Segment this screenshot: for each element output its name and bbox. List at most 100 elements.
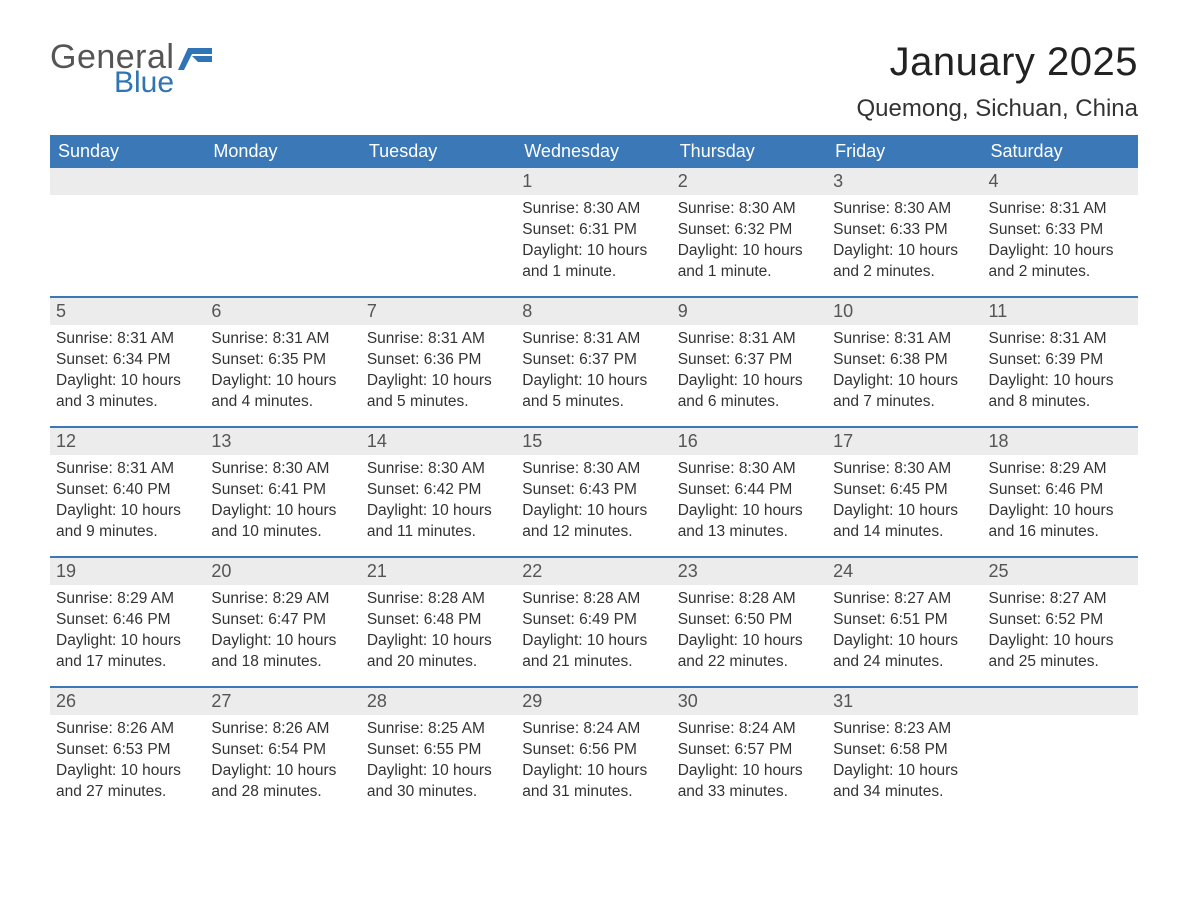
day-number: 16 <box>672 428 827 455</box>
day-cell: 31Sunrise: 8:23 AMSunset: 6:58 PMDayligh… <box>827 688 982 816</box>
day-cell: 24Sunrise: 8:27 AMSunset: 6:51 PMDayligh… <box>827 558 982 686</box>
day-cell: 6Sunrise: 8:31 AMSunset: 6:35 PMDaylight… <box>205 298 360 426</box>
day-dl2: and 21 minutes. <box>522 652 665 673</box>
day-body: Sunrise: 8:31 AMSunset: 6:38 PMDaylight:… <box>827 325 982 421</box>
day-body <box>983 715 1138 727</box>
day-dl2: and 7 minutes. <box>833 392 976 413</box>
day-body: Sunrise: 8:31 AMSunset: 6:37 PMDaylight:… <box>672 325 827 421</box>
logo: General Blue <box>50 40 212 98</box>
day-sunrise: Sunrise: 8:27 AM <box>833 589 976 610</box>
day-dl2: and 12 minutes. <box>522 522 665 543</box>
day-sunset: Sunset: 6:40 PM <box>56 480 199 501</box>
month-title: January 2025 <box>856 40 1138 85</box>
day-number: 15 <box>516 428 671 455</box>
day-body: Sunrise: 8:29 AMSunset: 6:47 PMDaylight:… <box>205 585 360 681</box>
day-number: 1 <box>516 168 671 195</box>
day-body: Sunrise: 8:31 AMSunset: 6:39 PMDaylight:… <box>983 325 1138 421</box>
day-body: Sunrise: 8:31 AMSunset: 6:40 PMDaylight:… <box>50 455 205 551</box>
day-body: Sunrise: 8:31 AMSunset: 6:33 PMDaylight:… <box>983 195 1138 291</box>
day-body: Sunrise: 8:30 AMSunset: 6:44 PMDaylight:… <box>672 455 827 551</box>
day-cell: 29Sunrise: 8:24 AMSunset: 6:56 PMDayligh… <box>516 688 671 816</box>
day-number: 23 <box>672 558 827 585</box>
day-number: 25 <box>983 558 1138 585</box>
day-dl2: and 4 minutes. <box>211 392 354 413</box>
day-cell: 11Sunrise: 8:31 AMSunset: 6:39 PMDayligh… <box>983 298 1138 426</box>
day-number: 19 <box>50 558 205 585</box>
day-sunset: Sunset: 6:33 PM <box>833 220 976 241</box>
day-dl2: and 22 minutes. <box>678 652 821 673</box>
day-cell <box>205 168 360 296</box>
week-row: 19Sunrise: 8:29 AMSunset: 6:46 PMDayligh… <box>50 556 1138 686</box>
day-sunrise: Sunrise: 8:28 AM <box>522 589 665 610</box>
day-cell: 18Sunrise: 8:29 AMSunset: 6:46 PMDayligh… <box>983 428 1138 556</box>
week-row: 12Sunrise: 8:31 AMSunset: 6:40 PMDayligh… <box>50 426 1138 556</box>
day-sunrise: Sunrise: 8:31 AM <box>989 199 1132 220</box>
day-cell: 17Sunrise: 8:30 AMSunset: 6:45 PMDayligh… <box>827 428 982 556</box>
day-dl2: and 13 minutes. <box>678 522 821 543</box>
day-cell: 30Sunrise: 8:24 AMSunset: 6:57 PMDayligh… <box>672 688 827 816</box>
day-sunset: Sunset: 6:52 PM <box>989 610 1132 631</box>
day-sunset: Sunset: 6:58 PM <box>833 740 976 761</box>
flag-icon <box>178 48 212 70</box>
day-dl1: Daylight: 10 hours <box>989 501 1132 522</box>
day-dl2: and 1 minute. <box>522 262 665 283</box>
weekday-header: Saturday <box>983 135 1138 168</box>
day-dl2: and 10 minutes. <box>211 522 354 543</box>
day-number: 31 <box>827 688 982 715</box>
day-dl2: and 8 minutes. <box>989 392 1132 413</box>
day-number: 3 <box>827 168 982 195</box>
day-dl1: Daylight: 10 hours <box>678 241 821 262</box>
day-dl1: Daylight: 10 hours <box>56 631 199 652</box>
day-sunrise: Sunrise: 8:25 AM <box>367 719 510 740</box>
day-sunset: Sunset: 6:47 PM <box>211 610 354 631</box>
day-body: Sunrise: 8:28 AMSunset: 6:48 PMDaylight:… <box>361 585 516 681</box>
day-body: Sunrise: 8:30 AMSunset: 6:43 PMDaylight:… <box>516 455 671 551</box>
day-number: 17 <box>827 428 982 455</box>
weeks-container: 1 Sunrise: 8:30 AM Sunset: 6:31 PM Daylight… <box>50 168 1138 816</box>
day-dl1: Daylight: 10 hours <box>367 371 510 392</box>
day-cell: 7Sunrise: 8:31 AMSunset: 6:36 PMDaylight… <box>361 298 516 426</box>
day-sunset: Sunset: 6:31 PM <box>522 220 665 241</box>
day-number: 11 <box>983 298 1138 325</box>
day-body: Sunrise: 8:29 AMSunset: 6:46 PMDaylight:… <box>983 455 1138 551</box>
day-dl1: Daylight: 10 hours <box>833 761 976 782</box>
day-sunrise: Sunrise: 8:30 AM <box>833 459 976 480</box>
day-dl1: Daylight: 10 hours <box>989 631 1132 652</box>
weekday-header: Wednesday <box>516 135 671 168</box>
day-sunset: Sunset: 6:56 PM <box>522 740 665 761</box>
day-dl2: and 31 minutes. <box>522 782 665 803</box>
day-dl1: Daylight: 10 hours <box>833 371 976 392</box>
week-row: 1Sunrise: 8:30 AMSunset: 6:31 PMDaylight… <box>50 168 1138 296</box>
day-cell: 25Sunrise: 8:27 AMSunset: 6:52 PMDayligh… <box>983 558 1138 686</box>
day-body <box>205 195 360 207</box>
day-dl2: and 2 minutes. <box>833 262 976 283</box>
day-body: Sunrise: 8:26 AMSunset: 6:53 PMDaylight:… <box>50 715 205 811</box>
day-sunrise: Sunrise: 8:30 AM <box>522 459 665 480</box>
day-sunrise: Sunrise: 8:26 AM <box>211 719 354 740</box>
day-dl2: and 3 minutes. <box>56 392 199 413</box>
day-number <box>50 168 205 195</box>
day-number: 6 <box>205 298 360 325</box>
day-dl1: Daylight: 10 hours <box>56 761 199 782</box>
day-cell <box>983 688 1138 816</box>
day-sunrise: Sunrise: 8:29 AM <box>211 589 354 610</box>
day-sunset: Sunset: 6:33 PM <box>989 220 1132 241</box>
day-cell: 20Sunrise: 8:29 AMSunset: 6:47 PMDayligh… <box>205 558 360 686</box>
day-sunrise: Sunrise: 8:31 AM <box>211 329 354 350</box>
day-sunset: Sunset: 6:50 PM <box>678 610 821 631</box>
weekday-header-row: SundayMondayTuesdayWednesdayThursdayFrid… <box>50 135 1138 168</box>
day-dl1: Daylight: 10 hours <box>678 501 821 522</box>
day-sunset: Sunset: 6:49 PM <box>522 610 665 631</box>
day-number: 2 <box>672 168 827 195</box>
day-dl2: and 1 minute. <box>678 262 821 283</box>
day-sunrise: Sunrise: 8:24 AM <box>678 719 821 740</box>
day-dl2: and 9 minutes. <box>56 522 199 543</box>
day-dl1: Daylight: 10 hours <box>522 631 665 652</box>
day-sunset: Sunset: 6:46 PM <box>56 610 199 631</box>
day-sunset: Sunset: 6:57 PM <box>678 740 821 761</box>
day-cell: 3Sunrise: 8:30 AMSunset: 6:33 PMDaylight… <box>827 168 982 296</box>
day-body: Sunrise: 8:31 AMSunset: 6:37 PMDaylight:… <box>516 325 671 421</box>
day-dl2: and 17 minutes. <box>56 652 199 673</box>
day-cell: 4Sunrise: 8:31 AMSunset: 6:33 PMDaylight… <box>983 168 1138 296</box>
day-sunrise: Sunrise: 8:31 AM <box>833 329 976 350</box>
